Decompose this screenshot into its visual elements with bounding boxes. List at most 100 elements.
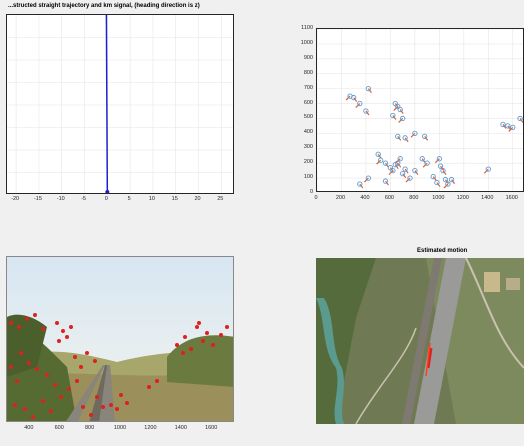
- flow-vector: [434, 158, 440, 164]
- flow-point: [412, 167, 418, 174]
- flow-point: [395, 133, 401, 139]
- flow-y-tick: 300: [303, 144, 313, 151]
- camera-frame-x-tick: 800: [85, 425, 95, 431]
- feature-point: [13, 403, 17, 407]
- feature-point: [95, 395, 99, 399]
- camera-frame-x-tick: 1600: [205, 425, 218, 431]
- trajectory-svg: [7, 15, 233, 193]
- trajectory-x-tick: -20: [11, 196, 20, 202]
- feature-point: [115, 407, 119, 411]
- feature-point: [27, 361, 31, 365]
- flow-vector: [398, 118, 404, 123]
- feature-point: [147, 385, 151, 389]
- trajectory-axes[interactable]: [6, 14, 234, 194]
- trajectory-x-tick: 25: [217, 196, 224, 202]
- flow-point: [357, 181, 363, 187]
- flow-point: [377, 157, 384, 163]
- flow-point: [442, 176, 449, 183]
- feature-point: [195, 325, 199, 329]
- feature-point: [25, 317, 29, 321]
- flow-point: [500, 121, 506, 128]
- feature-point: [67, 387, 71, 391]
- flow-point: [351, 94, 357, 101]
- flow-point: [412, 130, 418, 137]
- feature-point: [81, 405, 85, 409]
- camera-frame-x-tick: 1400: [174, 425, 187, 431]
- camera-frame-axes[interactable]: [6, 256, 234, 422]
- feature-point: [33, 313, 37, 317]
- flow-x-tick: 200: [335, 195, 346, 201]
- feature-point: [175, 343, 179, 347]
- flow-point: [365, 85, 372, 92]
- flow-x-tick: 800: [409, 195, 419, 201]
- flow-point: [402, 166, 408, 172]
- flow-y-tick: 700: [303, 84, 313, 91]
- feature-point: [189, 347, 193, 351]
- flow-point: [434, 179, 440, 186]
- camera-frame-image: [7, 257, 233, 421]
- trajectory-x-tick: -15: [33, 196, 42, 202]
- aerial-map-image: [316, 258, 524, 424]
- feature-point: [205, 331, 209, 335]
- feature-point: [85, 351, 89, 355]
- feature-point: [57, 339, 61, 343]
- flow-vector: [345, 95, 351, 101]
- camera-frame-x-tick: 1200: [144, 425, 157, 431]
- flow-point: [390, 167, 396, 174]
- flow-vector: [508, 126, 514, 132]
- flow-vector: [376, 159, 382, 165]
- flow-vector: [355, 103, 361, 108]
- feature-point: [201, 339, 205, 343]
- flow-point: [517, 115, 523, 122]
- flow-point: [430, 173, 436, 180]
- flow-vector: [405, 177, 411, 183]
- feature-point: [225, 325, 229, 329]
- trajectory-x-tick: -5: [81, 196, 86, 202]
- flow-point: [357, 100, 363, 107]
- flow-y-tick: 600: [303, 99, 313, 106]
- feature-point: [181, 351, 185, 355]
- trajectory-x-tick: -10: [56, 196, 65, 202]
- feature-point: [9, 365, 13, 369]
- flow-y-tick: 0: [309, 189, 313, 195]
- trajectory-x-tick: 0: [104, 196, 108, 202]
- flow-y-tick: 1100: [301, 25, 313, 31]
- feature-point: [35, 367, 39, 371]
- feature-point: [125, 401, 129, 405]
- feature-point: [55, 321, 59, 325]
- flow-point: [365, 175, 372, 181]
- flow-vector: [395, 158, 401, 164]
- flow-y-tick: 1000: [300, 39, 313, 46]
- feature-point: [9, 321, 13, 325]
- flow-point: [510, 124, 516, 131]
- flow-axes[interactable]: [316, 28, 524, 192]
- feature-point: [59, 395, 63, 399]
- feature-point: [19, 351, 23, 355]
- trajectory-x-tick: 15: [171, 196, 178, 202]
- trajectory-plot-title: ...structed straight trajectory and km s…: [8, 3, 200, 9]
- flow-vector: [443, 183, 449, 189]
- trajectory-x-tick: 5: [127, 196, 131, 202]
- feature-point: [15, 379, 19, 383]
- feature-point: [45, 373, 49, 377]
- flow-point: [448, 176, 455, 183]
- trajectory-end-marker: [105, 190, 110, 193]
- flow-point: [397, 106, 403, 113]
- flow-y-tick: 200: [303, 159, 313, 166]
- flow-vector: [422, 162, 428, 168]
- feature-point: [93, 359, 97, 363]
- flow-x-tick: 1400: [481, 195, 494, 201]
- flow-y-tick: 400: [303, 129, 313, 136]
- flow-x-tick: 400: [360, 195, 370, 201]
- flow-y-tick: 900: [303, 54, 313, 61]
- feature-point: [183, 335, 187, 339]
- trajectory-line: [105, 15, 109, 193]
- flow-point: [437, 163, 444, 169]
- feature-point: [79, 365, 83, 369]
- flow-point: [436, 156, 443, 162]
- flow-point: [445, 181, 451, 187]
- flow-y-tick: 800: [303, 69, 313, 76]
- aerial-axes[interactable]: [316, 258, 524, 424]
- flow-point: [419, 156, 425, 162]
